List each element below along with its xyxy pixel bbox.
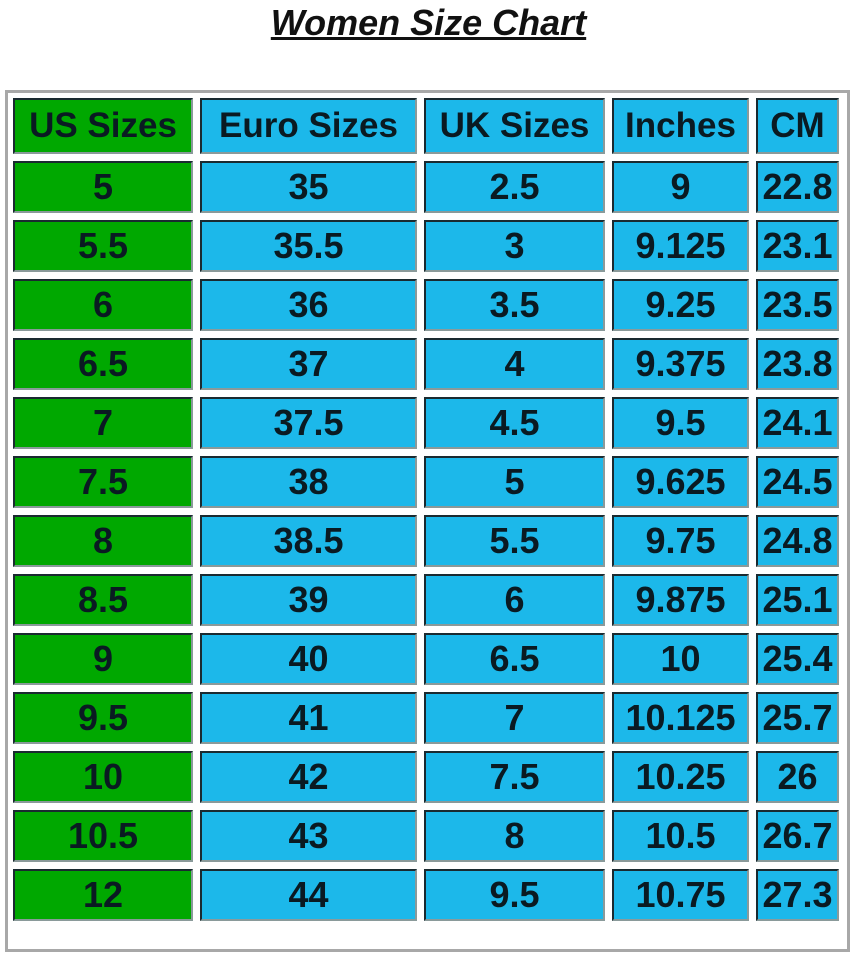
chart-title: Women Size Chart <box>270 2 587 43</box>
cell-uk-size: 6 <box>424 574 605 626</box>
cell-inches: 10.75 <box>612 869 749 921</box>
size-table-frame: US Sizes Euro Sizes UK Sizes Inches CM 5 35 2.5… <box>5 90 850 952</box>
cell-uk-size: 9.5 <box>424 869 605 921</box>
cell-uk-size: 4.5 <box>424 397 605 449</box>
cell-cm: 24.8 <box>756 515 839 567</box>
cell-uk-size: 8 <box>424 810 605 862</box>
cell-euro-size: 38.5 <box>200 515 417 567</box>
cell-cm: 23.1 <box>756 220 839 272</box>
cell-inches: 9.75 <box>612 515 749 567</box>
cell-us-size: 10 <box>13 751 193 803</box>
cell-inches: 9.375 <box>612 338 749 390</box>
cell-inches: 10.5 <box>612 810 749 862</box>
table-row: 5.5 35.5 3 9.125 23.1 <box>13 220 839 272</box>
cell-us-size: 12 <box>13 869 193 921</box>
cell-euro-size: 35.5 <box>200 220 417 272</box>
cell-uk-size: 3 <box>424 220 605 272</box>
cell-euro-size: 44 <box>200 869 417 921</box>
table-row: 6.5 37 4 9.375 23.8 <box>13 338 839 390</box>
cell-us-size: 10.5 <box>13 810 193 862</box>
table-row: 9.5 41 7 10.125 25.7 <box>13 692 839 744</box>
cell-cm: 23.8 <box>756 338 839 390</box>
table-row: 9 40 6.5 10 25.4 <box>13 633 839 685</box>
cell-us-size: 9 <box>13 633 193 685</box>
cell-inches: 9.5 <box>612 397 749 449</box>
cell-inches: 9.25 <box>612 279 749 331</box>
cell-euro-size: 40 <box>200 633 417 685</box>
cell-euro-size: 39 <box>200 574 417 626</box>
cell-euro-size: 43 <box>200 810 417 862</box>
column-header-euro-size: Euro Sizes <box>200 98 417 154</box>
cell-cm: 25.7 <box>756 692 839 744</box>
cell-uk-size: 7.5 <box>424 751 605 803</box>
column-header-cm: CM <box>756 98 839 154</box>
cell-inches: 9.875 <box>612 574 749 626</box>
cell-cm: 27.3 <box>756 869 839 921</box>
cell-euro-size: 35 <box>200 161 417 213</box>
cell-inches: 10.125 <box>612 692 749 744</box>
cell-inches: 10 <box>612 633 749 685</box>
table-row: 7 37.5 4.5 9.5 24.1 <box>13 397 839 449</box>
column-header-uk-size: UK Sizes <box>424 98 605 154</box>
cell-cm: 23.5 <box>756 279 839 331</box>
cell-euro-size: 41 <box>200 692 417 744</box>
cell-inches: 9.625 <box>612 456 749 508</box>
cell-euro-size: 38 <box>200 456 417 508</box>
cell-uk-size: 7 <box>424 692 605 744</box>
table-row: 10 42 7.5 10.25 26 <box>13 751 839 803</box>
table-row: 6 36 3.5 9.25 23.5 <box>13 279 839 331</box>
column-header-inches: Inches <box>612 98 749 154</box>
cell-us-size: 5.5 <box>13 220 193 272</box>
table-row: 8 38.5 5.5 9.75 24.8 <box>13 515 839 567</box>
table-row: 7.5 38 5 9.625 24.5 <box>13 456 839 508</box>
cell-cm: 26 <box>756 751 839 803</box>
table-row: 5 35 2.5 9 22.8 <box>13 161 839 213</box>
cell-uk-size: 3.5 <box>424 279 605 331</box>
table-row: 12 44 9.5 10.75 27.3 <box>13 869 839 921</box>
cell-inches: 9.125 <box>612 220 749 272</box>
header-row: US Sizes Euro Sizes UK Sizes Inches CM <box>13 98 839 154</box>
cell-euro-size: 42 <box>200 751 417 803</box>
cell-uk-size: 5.5 <box>424 515 605 567</box>
table-row: 8.5 39 6 9.875 25.1 <box>13 574 839 626</box>
cell-uk-size: 4 <box>424 338 605 390</box>
table-row: 10.5 43 8 10.5 26.7 <box>13 810 839 862</box>
size-table: US Sizes Euro Sizes UK Sizes Inches CM 5 35 2.5… <box>6 91 846 928</box>
cell-uk-size: 6.5 <box>424 633 605 685</box>
cell-cm: 24.5 <box>756 456 839 508</box>
cell-euro-size: 37 <box>200 338 417 390</box>
cell-cm: 26.7 <box>756 810 839 862</box>
cell-us-size: 8.5 <box>13 574 193 626</box>
cell-inches: 10.25 <box>612 751 749 803</box>
cell-uk-size: 2.5 <box>424 161 605 213</box>
cell-us-size: 7 <box>13 397 193 449</box>
cell-us-size: 8 <box>13 515 193 567</box>
cell-cm: 25.4 <box>756 633 839 685</box>
cell-cm: 24.1 <box>756 397 839 449</box>
cell-uk-size: 5 <box>424 456 605 508</box>
column-header-us-size: US Sizes <box>13 98 193 154</box>
cell-euro-size: 37.5 <box>200 397 417 449</box>
cell-us-size: 6 <box>13 279 193 331</box>
cell-us-size: 9.5 <box>13 692 193 744</box>
cell-us-size: 7.5 <box>13 456 193 508</box>
cell-cm: 22.8 <box>756 161 839 213</box>
cell-inches: 9 <box>612 161 749 213</box>
cell-cm: 25.1 <box>756 574 839 626</box>
cell-us-size: 6.5 <box>13 338 193 390</box>
cell-us-size: 5 <box>13 161 193 213</box>
cell-euro-size: 36 <box>200 279 417 331</box>
